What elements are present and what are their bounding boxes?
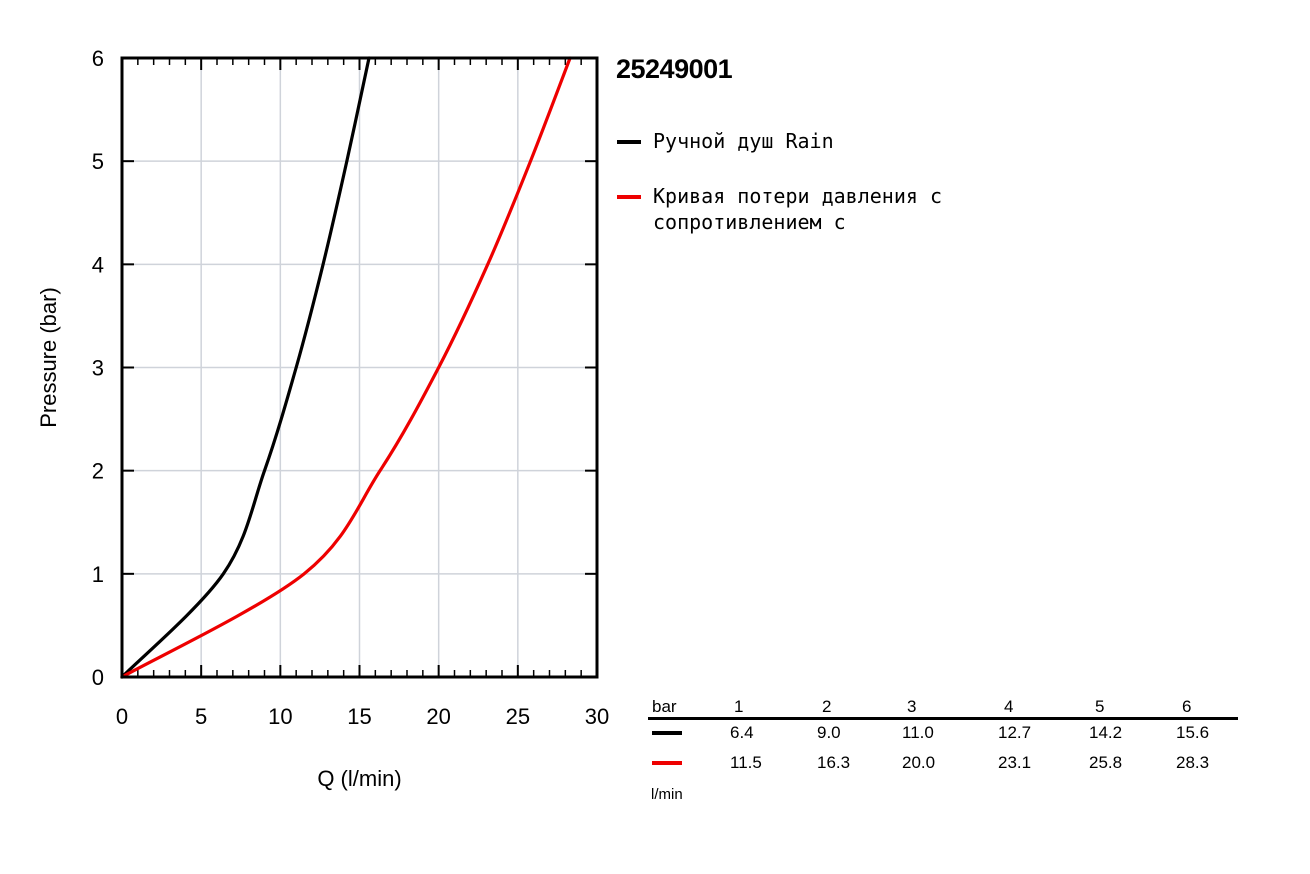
y-axis-label: Pressure (bar) xyxy=(36,287,61,428)
legend-label: Ручной душ Rain xyxy=(653,129,834,153)
table-cell: 11.0 xyxy=(902,723,934,742)
chart-title: 25249001 xyxy=(616,54,733,84)
y-tick-label: 5 xyxy=(92,149,104,174)
y-tick-label: 0 xyxy=(92,665,104,690)
table-header-cell: 4 xyxy=(1004,697,1014,716)
x-tick-label: 20 xyxy=(426,704,450,729)
table-header-row: bar 1 2 3 4 5 6 xyxy=(648,695,1238,720)
row-color-swatch xyxy=(652,761,682,765)
table-cell: 23.1 xyxy=(998,753,1032,772)
y-tick-label: 4 xyxy=(92,252,104,277)
legend-swatch xyxy=(617,195,641,199)
table-header-cell: 6 xyxy=(1182,697,1192,716)
table-header-cell: 1 xyxy=(734,697,744,716)
x-tick-label: 25 xyxy=(506,704,530,729)
series-line-0 xyxy=(120,56,371,679)
x-tick-label: 30 xyxy=(585,704,609,729)
x-tick-label: 5 xyxy=(195,704,207,729)
y-tick-label: 2 xyxy=(92,459,104,484)
x-tick-label: 15 xyxy=(347,704,371,729)
series-lines xyxy=(120,56,572,679)
x-tick-label: 0 xyxy=(116,704,128,729)
table-cell: 20.0 xyxy=(902,753,936,772)
y-tick-label: 1 xyxy=(92,562,104,587)
table-cell: 11.5 xyxy=(730,753,762,772)
flow-data-table: bar 1 2 3 4 5 6 6.4 9.0 11.0 12.7 14.2 1… xyxy=(648,695,1238,780)
legend-swatch xyxy=(617,140,641,144)
table-cell: 12.7 xyxy=(998,723,1032,742)
row-color-swatch xyxy=(652,731,682,735)
table-cell: 14.2 xyxy=(1089,723,1123,742)
plot-frame xyxy=(120,56,599,679)
table-row: 11.5 16.3 20.0 23.1 25.8 28.3 xyxy=(648,750,1238,780)
grid-lines xyxy=(122,58,597,677)
series-line-1 xyxy=(120,56,572,679)
table-cell: 25.8 xyxy=(1089,753,1123,772)
table-unit-label: l/min xyxy=(651,786,683,803)
table-row: 6.4 9.0 11.0 12.7 14.2 15.6 xyxy=(648,720,1238,750)
x-axis-label: Q (l/min) xyxy=(317,766,401,791)
y-tick-label: 6 xyxy=(92,46,104,71)
table-header-cell: 3 xyxy=(907,697,917,716)
table-cell: 6.4 xyxy=(730,723,754,742)
table-cell: 28.3 xyxy=(1176,753,1210,772)
x-tick-label: 10 xyxy=(268,704,292,729)
table-header-cell: 2 xyxy=(822,697,832,716)
table-cell: 9.0 xyxy=(817,723,841,742)
table-cell: 15.6 xyxy=(1176,723,1210,742)
table-header-cell: 5 xyxy=(1095,697,1105,716)
tick-labels: 0 5 10 15 20 25 30 0 1 2 3 4 5 6 xyxy=(92,46,609,729)
table-cell: 16.3 xyxy=(817,753,851,772)
legend-label: Кривая потери давления с сопротивлением … xyxy=(653,184,955,234)
y-tick-label: 3 xyxy=(92,356,104,381)
table-header-unit: bar xyxy=(652,697,677,716)
legend-item-pressure-loss: Кривая потери давления с сопротивлением … xyxy=(617,183,1177,235)
legend-item-hand-shower: Ручной душ Rain xyxy=(617,128,1177,154)
